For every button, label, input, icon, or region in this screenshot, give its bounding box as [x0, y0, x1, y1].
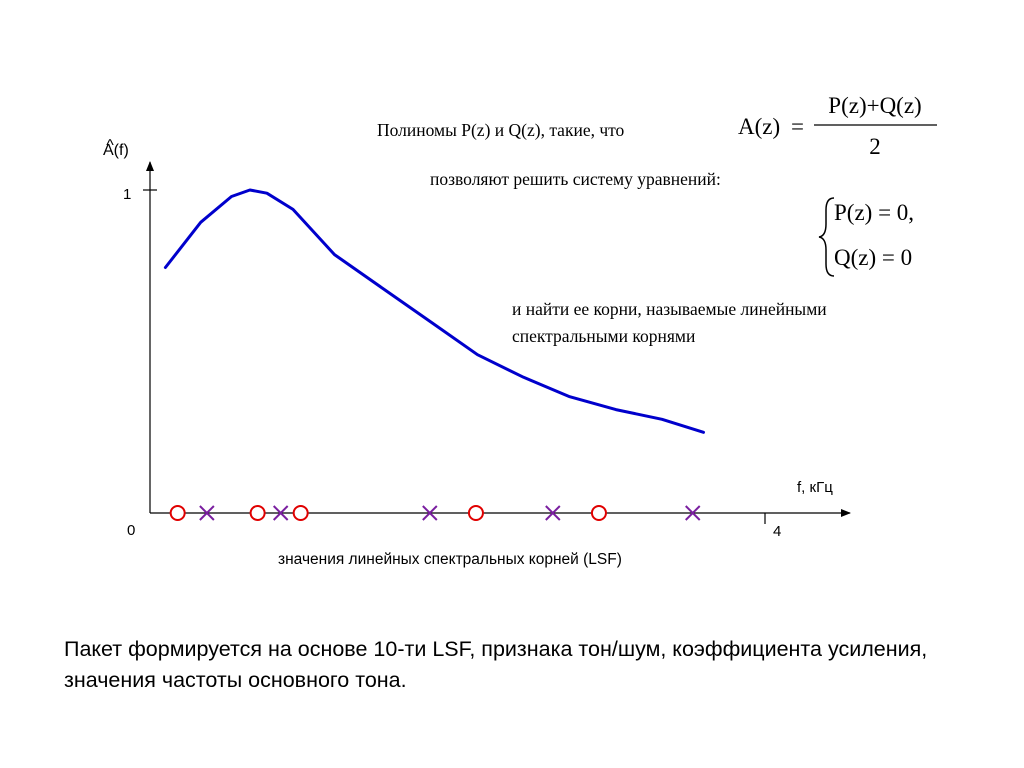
- x-tick-4-label: 4: [773, 523, 781, 540]
- q-root-marker-1: [199, 505, 215, 521]
- formula-system-line1: P(z) = 0,: [834, 200, 914, 225]
- text-find-roots-2: спектральными корнями: [512, 326, 696, 346]
- formula-main-numerator: P(z)+Q(z): [828, 93, 921, 118]
- formula-main-denominator: 2: [869, 134, 881, 159]
- x-axis-label: f, кГц: [797, 479, 833, 496]
- p-root-marker-1: [169, 505, 186, 521]
- p-root-marker-2: [249, 505, 266, 521]
- p-root-marker-4: [467, 505, 484, 521]
- q-root-marker-5: [685, 505, 701, 521]
- text-polynomials: Полиномы P(z) и Q(z), такие, что: [377, 120, 625, 140]
- axis-caption: значения линейных спектральных корней (L…: [278, 551, 622, 568]
- y-axis-hat: ^: [106, 137, 114, 154]
- formula-main-eq: =: [791, 114, 804, 139]
- q-root-marker-2: [272, 505, 289, 521]
- formula-system-line2: Q(z) = 0: [834, 245, 912, 270]
- q-root-marker-3: [422, 505, 438, 521]
- y-axis-label: A(f): [103, 142, 129, 159]
- text-allow-solve: позволяют решить систему уравнений:: [430, 169, 721, 189]
- y-tick-1-label: 1: [123, 186, 131, 203]
- origin-label: 0: [127, 522, 135, 539]
- p-root-marker-5: [590, 505, 607, 521]
- spectral-envelope-curve: [163, 188, 705, 434]
- system-brace: [818, 197, 835, 277]
- p-root-marker-3: [292, 505, 309, 521]
- q-root-marker-4: [545, 505, 561, 521]
- text-find-roots-1: и найти ее корни, называемые линейными: [512, 299, 827, 319]
- lsf-roots: [169, 505, 701, 521]
- formula-main-lhs: A(z): [738, 114, 780, 139]
- bottom-description: Пакет формируется на основе 10-ти LSF, п…: [64, 637, 928, 692]
